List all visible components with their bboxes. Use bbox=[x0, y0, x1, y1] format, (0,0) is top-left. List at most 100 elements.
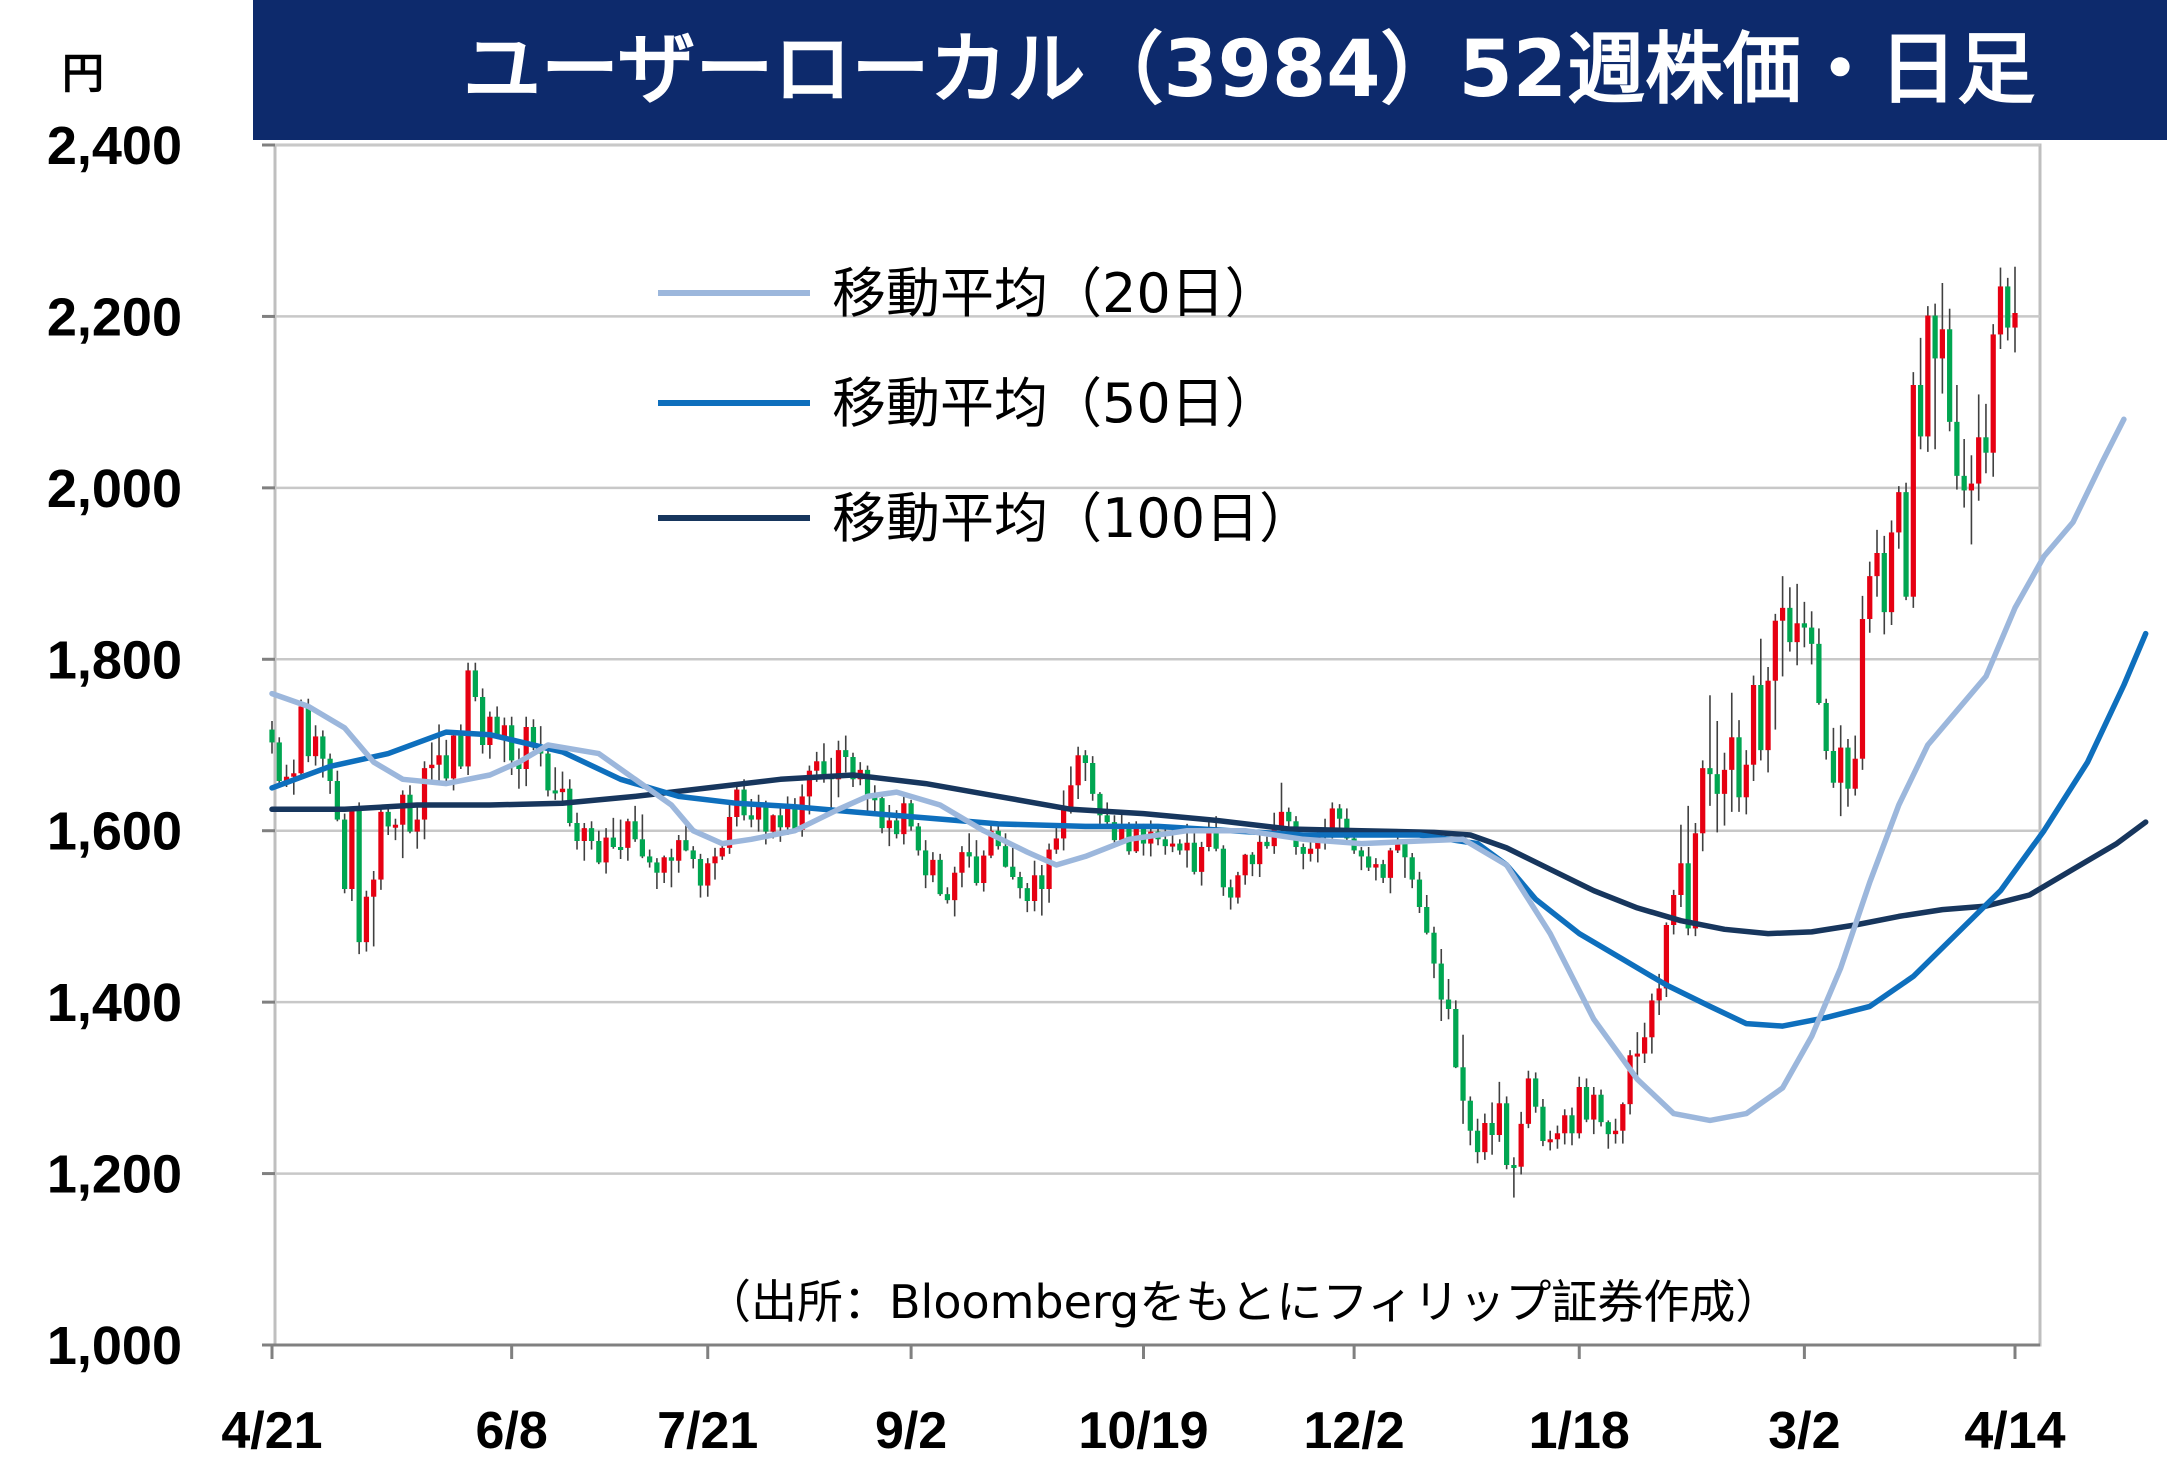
candle-up bbox=[1068, 785, 1074, 808]
candle-down bbox=[1787, 607, 1793, 643]
candle-up bbox=[981, 855, 987, 883]
candle-up bbox=[1852, 758, 1858, 789]
candle-down bbox=[269, 729, 275, 743]
candle-down bbox=[639, 839, 646, 857]
candle-down bbox=[1460, 1067, 1466, 1101]
candle-down bbox=[1830, 751, 1837, 783]
candle-down bbox=[966, 852, 972, 857]
candle-down bbox=[1039, 875, 1045, 889]
x-tick-label: 3/2 bbox=[1768, 1402, 1840, 1460]
candle-down bbox=[596, 841, 602, 863]
candle-down bbox=[494, 716, 500, 738]
candle-up bbox=[1939, 329, 1945, 359]
candle-up bbox=[450, 735, 457, 779]
x-tick-label: 12/2 bbox=[1304, 1402, 1405, 1460]
candle-up bbox=[1198, 847, 1205, 872]
candle-down bbox=[407, 794, 413, 832]
candle-up bbox=[1692, 833, 1699, 929]
candle-down bbox=[574, 823, 580, 841]
candle-up bbox=[930, 859, 936, 876]
candle-up bbox=[291, 773, 297, 777]
candle-up bbox=[1046, 849, 1052, 889]
candle-up bbox=[1721, 769, 1728, 794]
candle-down bbox=[1809, 627, 1815, 644]
candle-up bbox=[1750, 685, 1757, 765]
candle-up bbox=[1060, 807, 1067, 839]
candle-down bbox=[458, 735, 464, 767]
candle-down bbox=[1380, 864, 1386, 878]
candle-down bbox=[872, 797, 878, 801]
candle-up bbox=[1119, 827, 1125, 841]
candle-down bbox=[1714, 774, 1720, 794]
candle-down bbox=[1286, 811, 1292, 822]
candle-down bbox=[1024, 888, 1030, 901]
candle-up bbox=[298, 706, 304, 774]
candle-up bbox=[1678, 863, 1684, 895]
candle-up bbox=[1765, 680, 1771, 751]
candle-down bbox=[1685, 863, 1691, 929]
candle-up bbox=[1329, 808, 1335, 830]
candle-up bbox=[559, 788, 566, 793]
ma50-line bbox=[269, 630, 2149, 1029]
candle-up bbox=[400, 794, 406, 825]
candle-down bbox=[1220, 848, 1227, 888]
candle-up bbox=[1656, 988, 1662, 1001]
y-tick-label: 2,400 bbox=[47, 116, 182, 176]
candle-down bbox=[1111, 822, 1118, 841]
candle-down bbox=[1758, 685, 1764, 751]
candle-down bbox=[864, 769, 871, 798]
x-tick-label: 1/18 bbox=[1529, 1402, 1630, 1460]
candle-down bbox=[1438, 963, 1444, 1000]
candle-up bbox=[501, 725, 508, 738]
candle-up bbox=[603, 837, 609, 863]
candle-down bbox=[545, 753, 551, 791]
candle-up bbox=[581, 828, 587, 841]
x-tick-label: 6/8 bbox=[476, 1402, 548, 1460]
candle-up bbox=[1649, 1000, 1655, 1038]
candle-up bbox=[371, 879, 377, 897]
candle-down bbox=[1736, 737, 1742, 798]
candle-down bbox=[1504, 1103, 1510, 1165]
candle-down bbox=[1213, 828, 1219, 849]
candle-up bbox=[1184, 842, 1190, 851]
candle-up bbox=[952, 872, 958, 901]
candle-up bbox=[1772, 620, 1778, 681]
candle-up bbox=[1031, 875, 1038, 901]
candle-down bbox=[1097, 793, 1103, 816]
ma100-line bbox=[269, 772, 2149, 937]
candle-up bbox=[1554, 1133, 1561, 1140]
x-tick-label: 4/21 bbox=[221, 1402, 322, 1460]
candle-down bbox=[1453, 1009, 1459, 1068]
candle-up bbox=[436, 755, 442, 765]
candle-down bbox=[923, 850, 929, 876]
candle-up bbox=[959, 852, 965, 873]
candle-down bbox=[1954, 421, 1960, 476]
candle-down bbox=[777, 815, 783, 828]
candle-up bbox=[1620, 1104, 1626, 1131]
candle-down bbox=[1191, 842, 1197, 872]
candle-down bbox=[1336, 808, 1343, 819]
candle-up bbox=[421, 768, 428, 820]
candle-down bbox=[1511, 1165, 1517, 1168]
candle-down bbox=[1533, 1078, 1539, 1107]
candle-down bbox=[1002, 846, 1009, 867]
legend: 移動平均（20日） 移動平均（50日） 移動平均（100日） bbox=[658, 262, 1313, 550]
candle-down bbox=[937, 859, 943, 895]
candle-up bbox=[886, 820, 892, 829]
candle-up bbox=[465, 670, 471, 767]
candle-down bbox=[1228, 887, 1234, 898]
candle-up bbox=[283, 776, 290, 781]
candle-up bbox=[625, 821, 631, 848]
candle-up bbox=[487, 716, 493, 745]
candle-up bbox=[676, 840, 682, 861]
candle-up bbox=[1591, 1094, 1597, 1120]
candle-down bbox=[1801, 623, 1808, 628]
candle-up bbox=[1627, 1055, 1633, 1105]
candle-up bbox=[799, 796, 805, 830]
candle-down bbox=[385, 811, 391, 827]
candle-down bbox=[327, 758, 333, 781]
candle-up bbox=[1169, 843, 1176, 847]
candle-down bbox=[443, 755, 449, 779]
candle-up bbox=[1395, 843, 1401, 851]
candle-down bbox=[668, 857, 675, 861]
